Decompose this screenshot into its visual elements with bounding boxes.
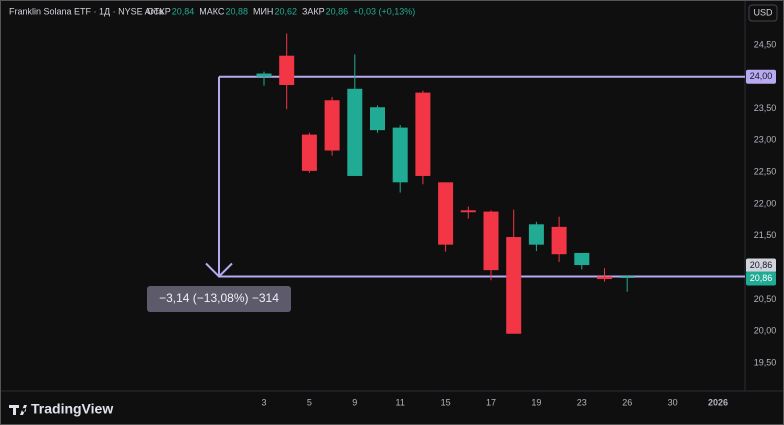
candle-body (438, 182, 454, 245)
x-tick-label: 23 (577, 397, 587, 407)
x-tick-label: 5 (307, 397, 312, 407)
x-tick-label: 9 (352, 397, 357, 407)
y-tick-label: 19,50 (754, 357, 777, 367)
header: Franklin Solana ETF · 1Д · NYSE Arca ОТК… (9, 6, 415, 16)
y-tick-label: 23,50 (754, 103, 777, 113)
candle-body (301, 134, 317, 171)
price-label: 24,00 (750, 71, 773, 81)
candle-body (619, 276, 635, 278)
candle-body (528, 224, 544, 245)
header-label: ОТКР (147, 6, 171, 16)
arrow-head (205, 262, 233, 278)
currency[interactable]: USD (753, 7, 773, 17)
candle-body (370, 107, 385, 131)
candle-body (324, 100, 340, 151)
header-value: 20,62 (274, 6, 297, 16)
symbol: Franklin Solana ETF · 1Д · NYSE Arca (9, 6, 163, 16)
price-label: 20,86 (750, 260, 773, 270)
x-tick-label: 15 (441, 397, 451, 407)
x-tick-label: 19 (531, 397, 541, 407)
y-tick-label: 22,00 (754, 198, 777, 208)
y-tick-label: 24,50 (754, 39, 777, 49)
x-tick-label: 3 (261, 397, 266, 407)
brand: TradingView (31, 401, 113, 417)
measure-box (147, 286, 291, 312)
x-tick-label: 11 (396, 397, 405, 407)
candle-body (256, 73, 272, 77)
x-tick-label: 30 (668, 397, 678, 407)
y-tick-label: 22,50 (754, 167, 777, 177)
logo-icon (9, 405, 27, 415)
price-label: 20,86 (750, 273, 773, 283)
measure-label: −3,14 (−13,08%) −314 (159, 291, 279, 305)
x-tick-label: 17 (486, 397, 496, 407)
currency-button[interactable] (748, 4, 778, 22)
header-label: ЗАКР (302, 6, 325, 16)
y-tick-label: 21,50 (754, 230, 777, 240)
candle-body (392, 127, 408, 183)
candle-body (483, 211, 499, 271)
y-tick-label: 20,00 (754, 326, 777, 336)
candle-body (574, 252, 590, 266)
candle-body (415, 92, 431, 176)
header-value: 20,86 (326, 6, 349, 16)
candle-body (347, 88, 363, 176)
x-tick-label: 2026 (708, 397, 728, 407)
price-label-bg (746, 271, 776, 286)
x-tick-label: 26 (622, 397, 632, 407)
candle-body (597, 276, 612, 280)
header-label: МАКС (199, 6, 225, 16)
y-tick-label: 20,50 (754, 294, 777, 304)
header-label: МИН (253, 6, 273, 16)
header-value: 20,84 (172, 6, 195, 16)
y-tick-label: 23,00 (754, 135, 777, 145)
price-label-bg (746, 258, 776, 273)
candle-body (551, 226, 567, 255)
header-value: 20,88 (225, 6, 248, 16)
candle-body (279, 55, 295, 85)
header-value: +0,03 (+0,13%) (353, 6, 415, 16)
candle-body (506, 237, 522, 334)
price-label-bg (746, 69, 776, 84)
candle-body (460, 210, 476, 213)
